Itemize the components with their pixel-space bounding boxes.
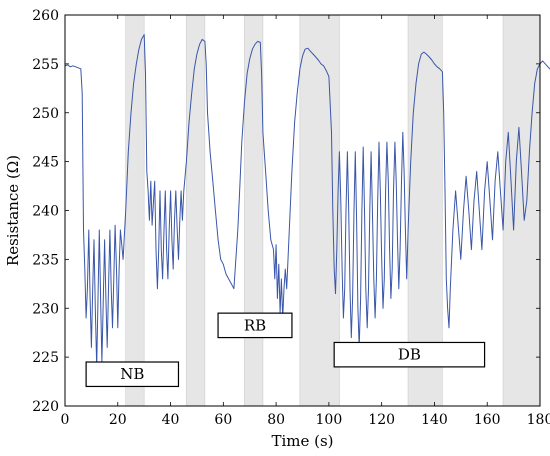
y-tick-label: 260 <box>32 8 59 24</box>
annotation-box-db <box>333 341 486 368</box>
x-tick-label: 0 <box>61 412 70 428</box>
x-tick-label: 180 <box>527 412 550 428</box>
annotations: NB RB DB <box>85 312 486 388</box>
y-tick-label: 220 <box>32 399 59 415</box>
x-axis-label: Time (s) <box>271 432 333 450</box>
annotation-box-nb <box>85 361 180 388</box>
x-tick-label: 80 <box>267 412 285 428</box>
shaded-interval-5 <box>502 14 541 407</box>
y-axis-ticks: 220 225 230 235 240 245 250 255 260 <box>32 8 540 415</box>
x-tick-label: 160 <box>474 412 501 428</box>
y-tick-label: 230 <box>32 301 59 317</box>
y-tick-label: 255 <box>32 57 59 73</box>
annotation-box-rb <box>217 312 293 339</box>
shaded-intervals <box>125 14 541 407</box>
y-tick-label: 240 <box>32 204 59 220</box>
y-tick-label: 250 <box>32 106 59 122</box>
x-tick-label: 120 <box>368 412 395 428</box>
x-axis-ticks: 0 20 40 60 80 100 120 140 160 180 <box>61 15 550 428</box>
annotation-label-db: DB <box>398 346 421 364</box>
y-axis-label: Resistance (Ω) <box>4 155 22 266</box>
shaded-interval-3 <box>299 14 340 407</box>
y-tick-label: 225 <box>32 350 59 366</box>
annotation-label-rb: RB <box>244 316 266 334</box>
series-layer <box>64 34 550 368</box>
resistance-series-line <box>64 34 550 368</box>
shaded-interval-1 <box>186 14 206 407</box>
annotation-label-nb: NB <box>120 365 144 383</box>
x-tick-label: 140 <box>421 412 448 428</box>
x-tick-label: 60 <box>214 412 232 428</box>
x-tick-label: 40 <box>162 412 180 428</box>
y-tick-label: 245 <box>32 155 59 171</box>
x-tick-label: 100 <box>316 412 343 428</box>
x-tick-label: 20 <box>109 412 127 428</box>
y-tick-label: 235 <box>32 252 59 268</box>
